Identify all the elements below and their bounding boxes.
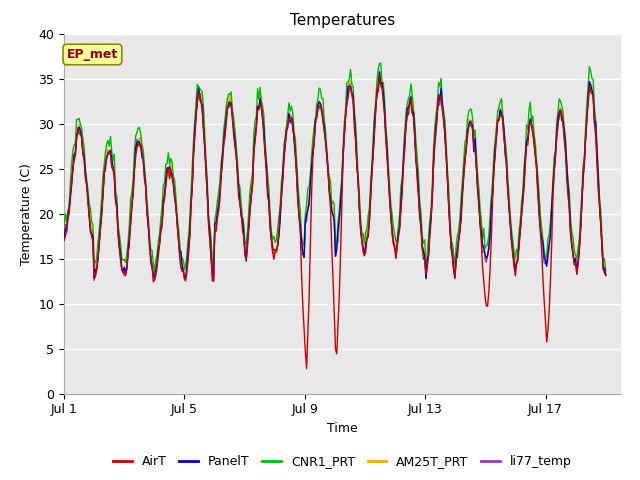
- PanelT: [376, 69, 383, 75]
- PanelT: [438, 102, 446, 108]
- Line: li77_temp: li77_temp: [64, 72, 605, 281]
- AM25T_PRT: [102, 161, 109, 167]
- AirT: [480, 278, 488, 284]
- li77_temp: [602, 272, 609, 277]
- AM25T_PRT: [377, 74, 385, 80]
- CNR1_PRT: [480, 226, 488, 231]
- Line: AirT: AirT: [64, 76, 605, 369]
- AirT: [377, 84, 385, 89]
- Text: EP_met: EP_met: [67, 48, 118, 61]
- li77_temp: [182, 278, 190, 284]
- AM25T_PRT: [182, 278, 190, 284]
- CNR1_PRT: [376, 60, 383, 66]
- PanelT: [480, 245, 488, 251]
- Line: AM25T_PRT: AM25T_PRT: [64, 72, 605, 281]
- AirT: [60, 238, 68, 243]
- PanelT: [60, 237, 68, 243]
- li77_temp: [480, 242, 488, 248]
- AM25T_PRT: [559, 112, 567, 118]
- AirT: [559, 120, 567, 126]
- CNR1_PRT: [102, 149, 109, 155]
- Y-axis label: Temperature (C): Temperature (C): [20, 163, 33, 264]
- CNR1_PRT: [377, 60, 385, 66]
- PanelT: [602, 273, 609, 278]
- li77_temp: [559, 120, 567, 125]
- li77_temp: [492, 150, 499, 156]
- Line: CNR1_PRT: CNR1_PRT: [64, 63, 605, 272]
- AM25T_PRT: [480, 245, 488, 251]
- AM25T_PRT: [492, 144, 499, 149]
- PanelT: [102, 163, 109, 168]
- li77_temp: [376, 69, 383, 74]
- Line: PanelT: PanelT: [64, 72, 605, 279]
- CNR1_PRT: [602, 268, 609, 274]
- PanelT: [377, 81, 385, 87]
- CNR1_PRT: [438, 98, 446, 104]
- CNR1_PRT: [492, 139, 499, 144]
- Title: Temperatures: Temperatures: [290, 13, 395, 28]
- AirT: [376, 73, 383, 79]
- AirT: [602, 272, 609, 278]
- AM25T_PRT: [376, 70, 383, 75]
- PanelT: [492, 144, 499, 150]
- X-axis label: Time: Time: [327, 422, 358, 435]
- AirT: [438, 106, 446, 112]
- PanelT: [559, 119, 567, 125]
- AM25T_PRT: [60, 238, 68, 243]
- AM25T_PRT: [602, 270, 609, 276]
- PanelT: [210, 276, 218, 282]
- CNR1_PRT: [60, 225, 68, 230]
- li77_temp: [438, 108, 446, 113]
- li77_temp: [377, 81, 385, 87]
- li77_temp: [102, 166, 109, 172]
- AM25T_PRT: [438, 101, 446, 107]
- CNR1_PRT: [150, 269, 158, 275]
- CNR1_PRT: [559, 109, 567, 115]
- AirT: [492, 153, 499, 159]
- Legend: AirT, PanelT, CNR1_PRT, AM25T_PRT, li77_temp: AirT, PanelT, CNR1_PRT, AM25T_PRT, li77_…: [108, 450, 577, 473]
- li77_temp: [60, 237, 68, 242]
- AirT: [102, 161, 109, 167]
- AirT: [303, 366, 310, 372]
